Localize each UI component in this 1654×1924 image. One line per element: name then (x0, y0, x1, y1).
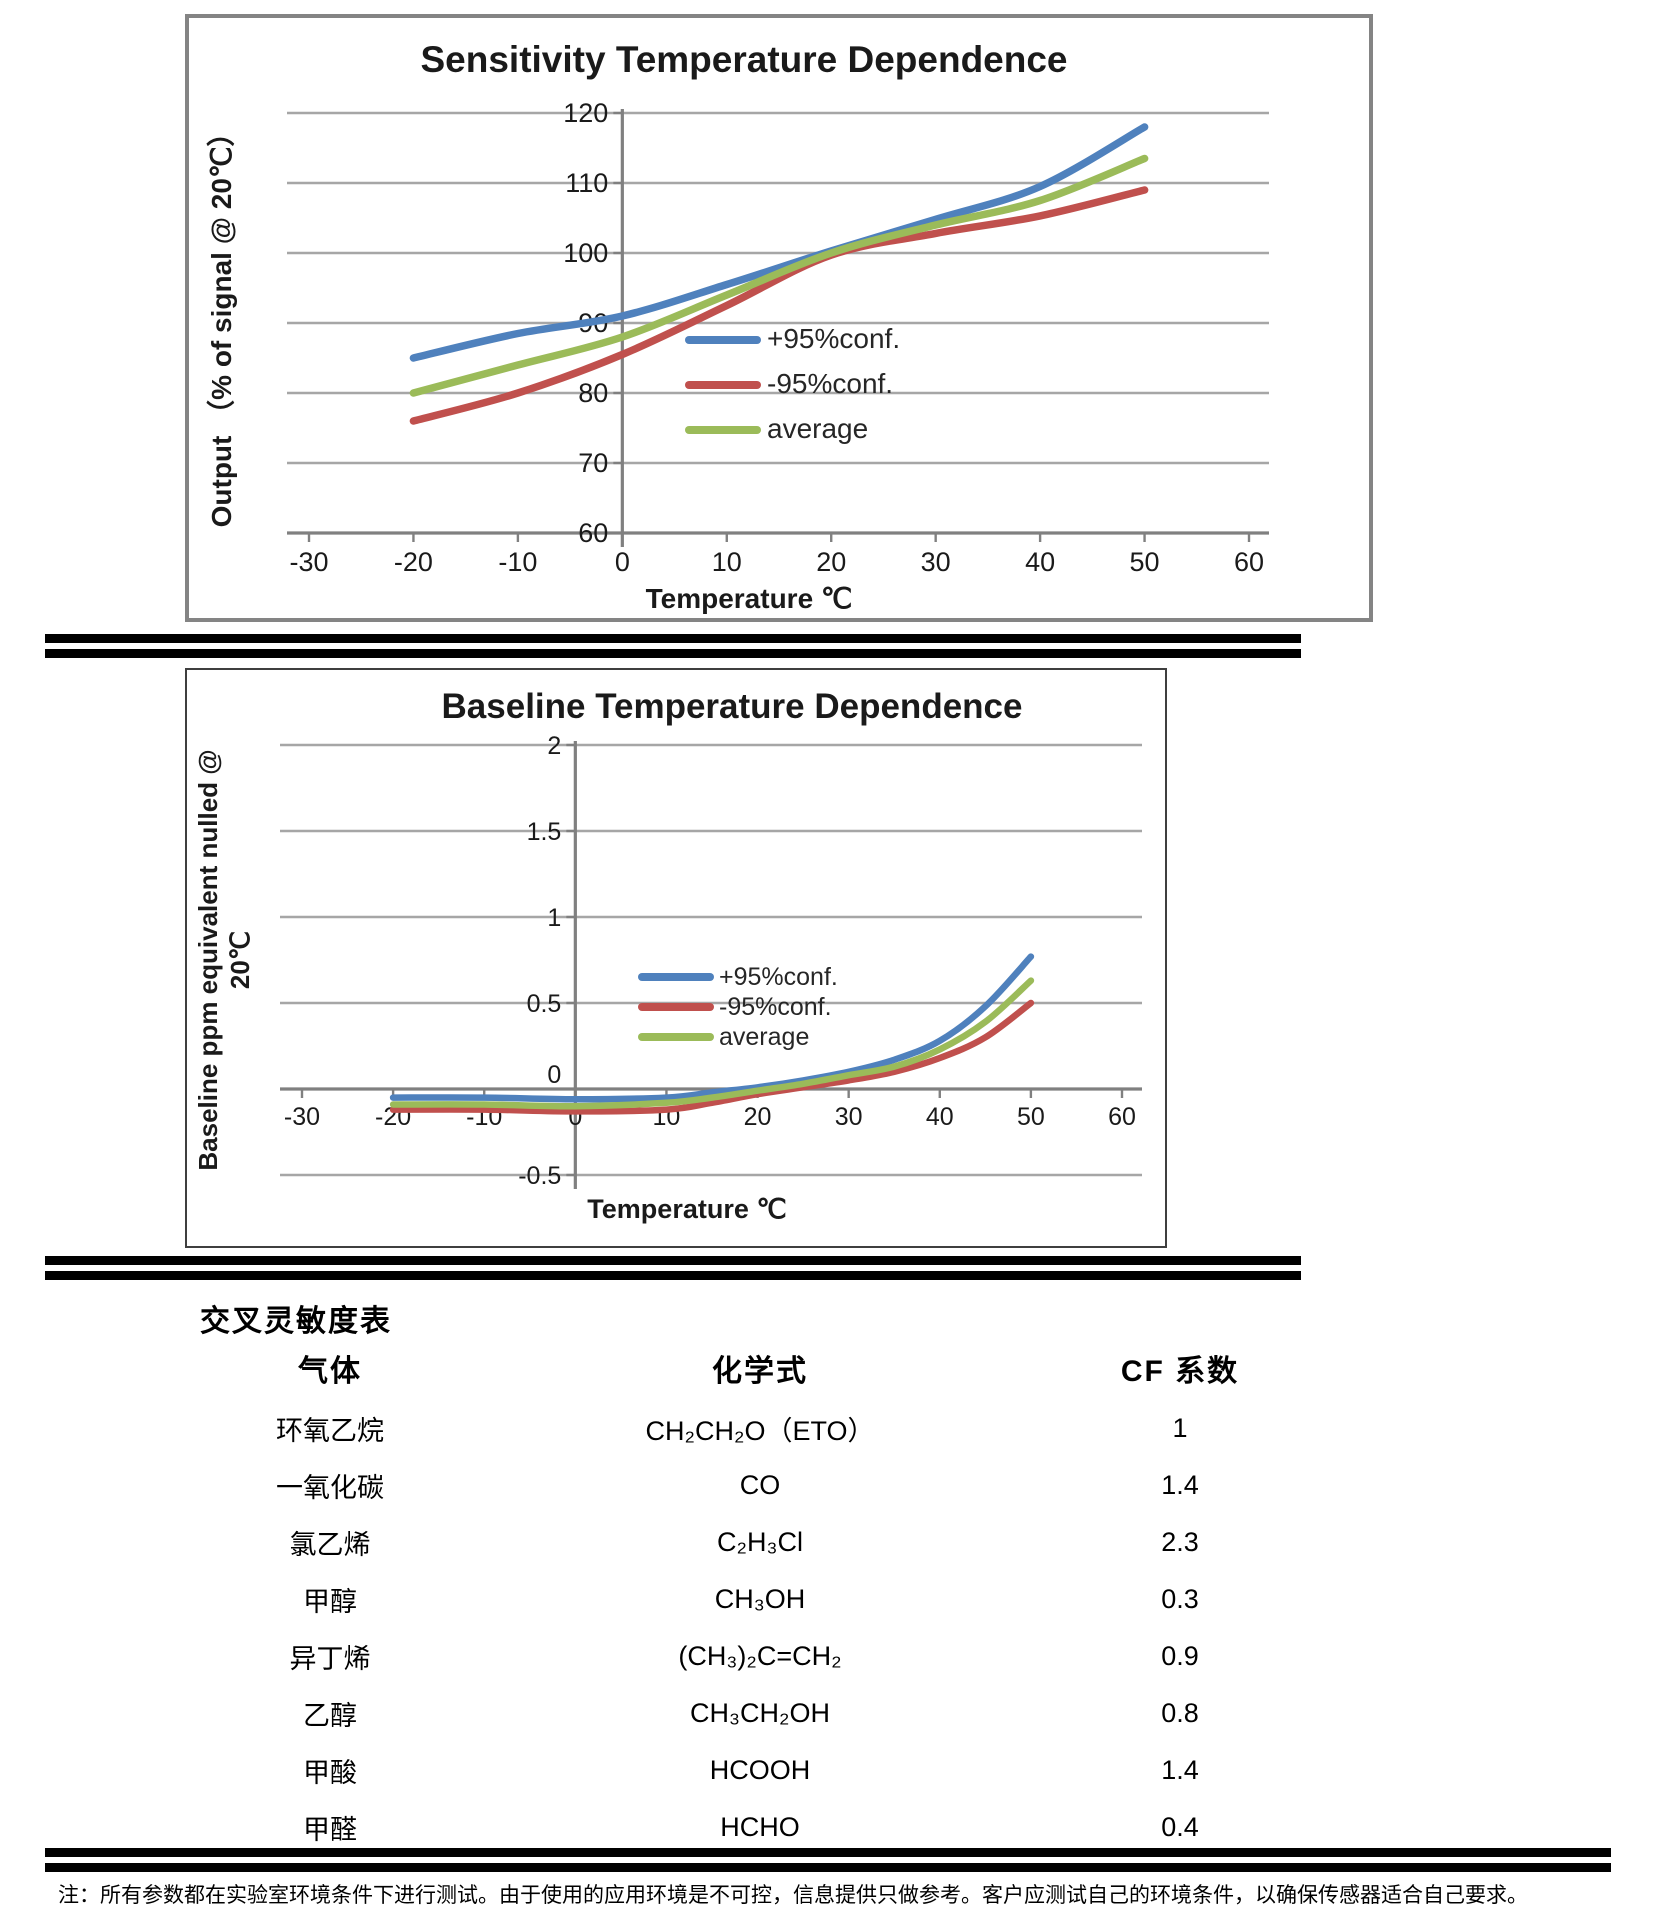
y-tick-label: 1 (547, 904, 561, 932)
x-tick-label: 50 (1017, 1103, 1045, 1131)
x-tick-label: 60 (1234, 547, 1264, 577)
series-line-2 (409, 154, 1149, 397)
series-line-0 (409, 123, 1149, 362)
table-cell-r6-c2: 1.4 (1161, 1755, 1199, 1785)
table-cell-r3-c1: CH₃OH (714, 1584, 806, 1614)
y-tick-label: 60 (578, 518, 608, 548)
section-divider-2 (45, 1256, 1301, 1280)
x-tick-label: 20 (744, 1103, 772, 1131)
y-tick-label: 80 (578, 378, 608, 408)
y-tick-label: 1.5 (527, 818, 562, 846)
x-tick-label: 30 (835, 1103, 863, 1131)
legend-label-0: +95%conf. (767, 323, 900, 354)
table-cell-r0-c0: 环氧乙烷 (276, 1416, 384, 1446)
x-tick-label: 20 (816, 547, 846, 577)
chart-title: Baseline Temperature Dependence (442, 687, 1023, 726)
x-tick-label: -10 (498, 547, 537, 577)
legend-label-2: average (719, 1023, 809, 1051)
table-cell-r4-c1: (CH₃)₂C=CH₂ (678, 1641, 842, 1671)
table-cell-r6-c1: HCOOH (709, 1755, 811, 1785)
table-cell-r0-c1: CH₂CH₂O（ETO） (645, 1416, 875, 1446)
table-cell-r3-c0: 甲醇 (303, 1587, 357, 1617)
table-cell-r0-c2: 1 (1172, 1413, 1188, 1443)
section-divider-3 (45, 1848, 1611, 1872)
table-cell-r2-c2: 2.3 (1161, 1527, 1199, 1557)
legend-label-1: -95%conf. (719, 993, 832, 1021)
table-cell-r7-c0: 甲醛 (303, 1815, 357, 1845)
table-cell-r6-c0: 甲酸 (303, 1758, 357, 1788)
table-cell-r5-c1: CH₃CH₂OH (690, 1698, 830, 1728)
table-cell-r2-c0: 氯乙烯 (289, 1530, 371, 1560)
table-cell-r2-c1: C₂H₃Cl (717, 1527, 803, 1557)
table-cell-r5-c2: 0.8 (1161, 1698, 1199, 1728)
table-header-0: 气体 (298, 1355, 362, 1388)
x-tick-label: 60 (1108, 1103, 1136, 1131)
y-tick-label: 70 (578, 448, 608, 478)
x-tick-label: 40 (1025, 547, 1055, 577)
table-header-1: 化学式 (712, 1355, 808, 1388)
table-header-2: CF 系数 (1120, 1355, 1240, 1388)
series-line-2 (389, 977, 1035, 1110)
x-tick-label: -20 (394, 547, 433, 577)
table-cell-r1-c2: 1.4 (1161, 1470, 1199, 1500)
y-axis-title-line-0: Baseline ppm equivalent nulled @ (193, 749, 223, 1170)
series-line-1 (389, 999, 1035, 1115)
baseline-chart-canvas: 21.510.50-0.5-30 -20 -10 0 10 20 30 40 50 60+95%c… (193, 687, 1142, 1224)
table-cell-r3-c2: 0.3 (1161, 1584, 1199, 1614)
y-tick-label: -0.5 (518, 1162, 561, 1190)
x-tick-label: 0 (615, 547, 630, 577)
y-tick-label: 0 (547, 1061, 561, 1089)
table-cell-r1-c1: CO (739, 1470, 781, 1500)
legend-label-0: +95%conf. (719, 963, 838, 991)
x-axis-title: Temperature ℃ (646, 583, 853, 614)
table-cell-r4-c0: 异丁烯 (289, 1644, 371, 1674)
series-line-0 (389, 953, 1035, 1103)
y-axis-title-line-0: Output （% of signal @ 20℃） (205, 119, 237, 528)
x-tick-label: 10 (712, 547, 742, 577)
chart-title: Sensitivity Temperature Dependence (420, 39, 1067, 80)
table-cell-r7-c1: HCHO (720, 1812, 800, 1842)
y-tick-label: 100 (563, 238, 608, 268)
y-tick-label: 2 (547, 732, 561, 760)
legend-label-1: -95%conf. (767, 368, 893, 399)
cross-sensitivity-table: 气体 化学式 CF 系数环氧乙烷 CH₂CH₂O（ETO） 1 一氧化碳 CO 1.4 氯乙烯 C… (180, 1336, 1340, 1856)
baseline-chart: 2 1.5 1 0.5 0 -0.5 -30 -20 -10 0 10 20 30 40 50 60 +95%c… (185, 668, 1167, 1248)
footnote: 注：所有参数都在实验室环境条件下进行测试。由于使用的应用环境是不可控，信息提供只… (58, 1884, 1528, 1907)
table-cell-r7-c2: 0.4 (1161, 1812, 1199, 1842)
x-tick-label: 30 (921, 547, 951, 577)
sensitivity-chart: 120 110 100 90 80 70 60 -30 -20 -10 0 10 20 30 40 50 60 +… (185, 14, 1373, 622)
section-divider-1 (45, 634, 1301, 658)
series-line-1 (409, 186, 1149, 425)
y-tick-label: 120 (563, 98, 608, 128)
cross-sensitivity-table-title: 交叉灵敏度表 (200, 1305, 392, 1338)
x-tick-label: 50 (1130, 547, 1160, 577)
y-tick-label: 0.5 (527, 990, 562, 1018)
x-tick-label: -30 (284, 1103, 320, 1131)
y-axis-title-line-1: 20℃ (225, 931, 255, 989)
x-axis-title: Temperature ℃ (587, 1194, 786, 1224)
x-tick-label: 40 (926, 1103, 954, 1131)
x-tick-label: -30 (289, 547, 328, 577)
y-tick-label: 110 (565, 168, 608, 198)
table-cell-r4-c2: 0.9 (1161, 1641, 1199, 1671)
legend-label-2: average (767, 413, 868, 444)
table-cell-r5-c0: 乙醇 (303, 1701, 357, 1731)
table-cell-r1-c0: 一氧化碳 (276, 1473, 384, 1503)
